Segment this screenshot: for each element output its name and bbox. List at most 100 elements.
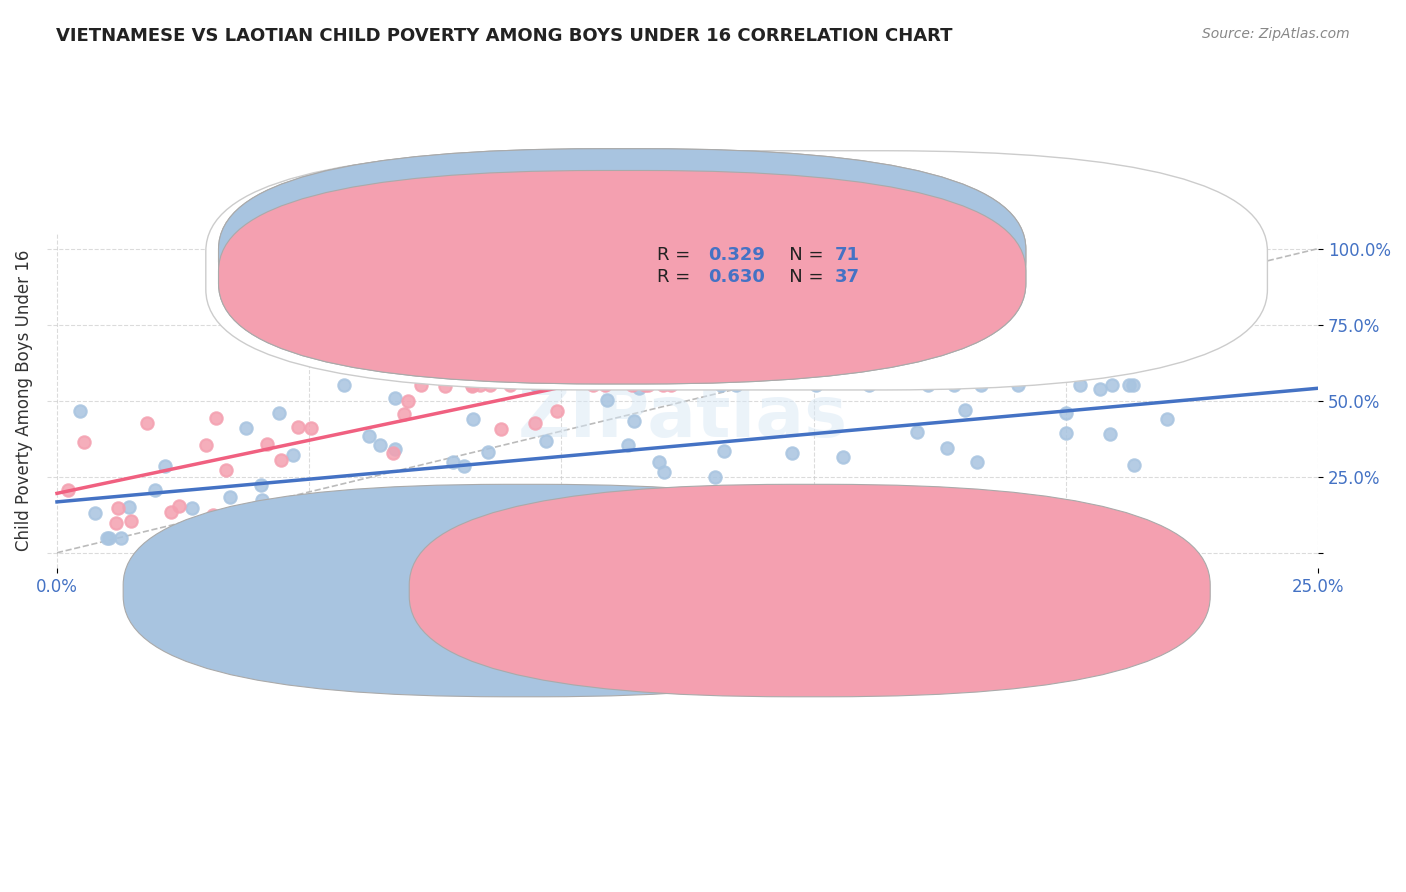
Point xyxy=(281,449,304,463)
Point xyxy=(595,393,617,408)
FancyBboxPatch shape xyxy=(218,170,1026,384)
Text: R =: R = xyxy=(657,268,696,285)
Point xyxy=(441,455,464,469)
Point xyxy=(710,499,733,513)
Point xyxy=(582,378,605,392)
Text: Source: ZipAtlas.com: Source: ZipAtlas.com xyxy=(1202,27,1350,41)
Point xyxy=(1088,382,1111,396)
Point xyxy=(1039,531,1062,545)
Point xyxy=(637,378,659,392)
Point xyxy=(832,450,855,464)
Point xyxy=(235,420,257,434)
Point xyxy=(219,520,242,534)
Point xyxy=(370,491,392,505)
Point xyxy=(396,394,419,409)
Point xyxy=(461,379,484,393)
Point xyxy=(201,508,224,522)
Point xyxy=(96,531,118,545)
Point xyxy=(411,378,433,392)
Point xyxy=(1122,378,1144,392)
Point xyxy=(381,445,404,459)
Point xyxy=(621,378,644,392)
Point xyxy=(84,506,107,520)
Point xyxy=(155,458,177,473)
Point xyxy=(523,417,546,431)
FancyBboxPatch shape xyxy=(218,149,1026,362)
Point xyxy=(659,378,682,392)
Point xyxy=(433,379,456,393)
Point xyxy=(477,444,499,458)
Text: N =: N = xyxy=(772,246,828,264)
Point xyxy=(357,428,380,442)
Text: VIETNAMESE VS LAOTIAN CHILD POVERTY AMONG BOYS UNDER 16 CORRELATION CHART: VIETNAMESE VS LAOTIAN CHILD POVERTY AMON… xyxy=(56,27,953,45)
Point xyxy=(1069,378,1091,392)
Point xyxy=(384,391,406,405)
Point xyxy=(204,411,226,425)
Point xyxy=(628,381,651,395)
Text: R =: R = xyxy=(657,246,696,264)
Point xyxy=(468,378,491,392)
Point xyxy=(623,414,645,428)
Point xyxy=(425,281,447,295)
Point xyxy=(593,378,616,392)
Point xyxy=(1054,406,1077,420)
Point xyxy=(616,438,638,452)
Point xyxy=(219,490,242,504)
Point xyxy=(143,483,166,498)
FancyBboxPatch shape xyxy=(409,484,1211,697)
Point xyxy=(406,530,429,544)
Point xyxy=(648,455,671,469)
Point xyxy=(1118,378,1140,392)
Point xyxy=(1099,426,1122,441)
Point xyxy=(347,495,370,509)
Point xyxy=(710,378,733,392)
Point xyxy=(1122,458,1144,473)
Point xyxy=(499,378,522,392)
FancyBboxPatch shape xyxy=(205,151,1267,390)
Point xyxy=(97,531,120,545)
Point xyxy=(478,378,501,392)
Point xyxy=(720,487,742,501)
Point xyxy=(461,411,484,425)
Point xyxy=(384,442,406,456)
Point xyxy=(73,435,96,450)
Point xyxy=(936,441,959,455)
Point xyxy=(966,455,988,469)
Point xyxy=(169,499,191,513)
Text: 0.329: 0.329 xyxy=(709,246,765,264)
FancyBboxPatch shape xyxy=(218,149,1026,362)
Point xyxy=(181,501,204,516)
Point xyxy=(652,378,675,392)
Point xyxy=(703,470,725,484)
Point xyxy=(782,445,804,459)
Text: 71: 71 xyxy=(835,246,860,264)
Point xyxy=(299,420,322,434)
Point xyxy=(725,378,748,392)
Point xyxy=(270,452,292,467)
Point xyxy=(247,531,270,545)
Point xyxy=(69,404,91,418)
Point xyxy=(120,514,142,528)
Point xyxy=(634,378,657,392)
Point xyxy=(553,531,575,545)
Point xyxy=(858,378,880,392)
Point xyxy=(1101,378,1123,392)
Text: ZIPatlas: ZIPatlas xyxy=(517,383,848,452)
Point xyxy=(394,407,416,421)
Point xyxy=(1007,378,1029,392)
Point xyxy=(392,531,415,545)
Point xyxy=(202,518,225,533)
Point xyxy=(118,500,141,514)
Point xyxy=(652,465,675,479)
Point xyxy=(1156,412,1178,426)
Point xyxy=(1054,426,1077,441)
Point xyxy=(953,402,976,417)
Point xyxy=(249,478,271,492)
Point xyxy=(970,378,993,392)
Point xyxy=(460,378,482,392)
FancyBboxPatch shape xyxy=(218,170,1026,384)
Point xyxy=(333,378,356,392)
Point xyxy=(546,404,568,418)
Point xyxy=(806,378,828,392)
Text: Laotians: Laotians xyxy=(835,582,911,600)
